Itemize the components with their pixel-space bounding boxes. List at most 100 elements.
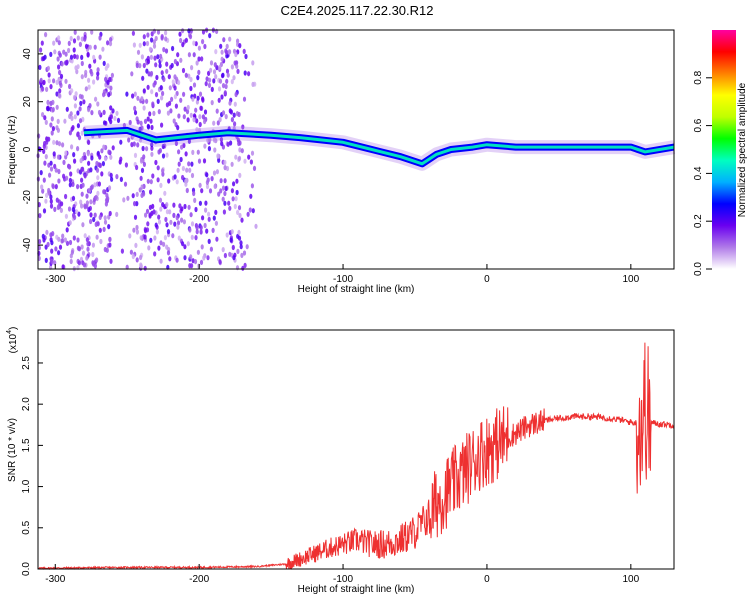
spectrogram-cell (52, 40, 56, 46)
spectrogram-cell (192, 190, 196, 197)
spectrogram-cell (181, 28, 185, 34)
spectrogram-cell (124, 162, 128, 168)
spectrogram-cell (79, 158, 83, 164)
spectrogram-cell (90, 29, 94, 35)
spectrogram-cell (199, 229, 203, 235)
spectrogram-cell (47, 78, 51, 84)
spectrogram-cell (49, 232, 53, 238)
spectrogram-cell (225, 49, 229, 56)
spectrogram-cell (223, 159, 227, 166)
spectrogram-cell (143, 118, 148, 124)
spectrogram-cell (69, 35, 73, 42)
spectrogram-cell (238, 43, 242, 49)
spectrogram-cell (190, 234, 194, 240)
spectrogram-cell (177, 79, 181, 86)
spectrogram-cell (80, 203, 84, 209)
spectrogram-cell (251, 81, 255, 87)
y-tick-label: 1.0 (21, 479, 32, 493)
spectrogram-cell (173, 74, 177, 80)
spectrogram-cell (135, 191, 139, 197)
spectrogram-cell (59, 73, 64, 79)
spectrogram-cell (80, 54, 84, 61)
spectrogram-cell (110, 72, 114, 78)
spectrogram-cell (87, 77, 91, 83)
spectrogram-cell (180, 217, 184, 223)
spectrogram-cell (179, 57, 183, 63)
spectrogram-cell (177, 149, 181, 155)
spectrogram-cell (236, 248, 240, 254)
spectrogram-cell (38, 239, 42, 245)
spectrogram-cell (76, 184, 80, 190)
spectrogram-cell (204, 207, 208, 213)
spectrogram-cell (175, 215, 179, 221)
colorbar-gradient (712, 30, 736, 269)
spectrogram-cell (100, 171, 104, 177)
spectrogram-cell (39, 77, 43, 83)
spectrogram-cell (161, 153, 166, 159)
spectrogram-cell (173, 85, 177, 91)
spectrogram-cell (138, 63, 142, 69)
spectrogram-cell (56, 204, 60, 211)
spectrogram-cell (44, 154, 48, 160)
spectrogram-cell (244, 53, 248, 60)
spectrogram-cell (39, 47, 43, 53)
spectrogram-cell (58, 52, 62, 58)
spectrogram-cell (88, 44, 92, 50)
spectrogram-cell (149, 118, 153, 124)
spectrogram-cell (228, 205, 232, 211)
spectrogram-cell (65, 175, 69, 181)
spectrogram-cell (174, 103, 178, 109)
y-tick-label: 0 (22, 146, 33, 152)
spectrogram-cell (220, 141, 224, 147)
spectrogram-cell (221, 247, 225, 253)
spectrogram-cell (140, 167, 145, 173)
spectrogram-cell (133, 110, 138, 116)
y-tick-label: -20 (22, 190, 33, 205)
spectrogram-cell (57, 93, 62, 99)
spectrogram-cell (142, 62, 146, 69)
spectrogram-cell (229, 109, 233, 115)
spectrogram-cell (68, 130, 72, 136)
spectrogram-cell (50, 116, 54, 122)
spectrogram-cell (80, 36, 84, 42)
spectrogram-cell (195, 229, 199, 235)
spectrogram-cell (186, 104, 190, 111)
spectrogram-cell (206, 255, 210, 261)
spectrogram-cell (135, 62, 139, 69)
spectrogram-cell (238, 147, 242, 153)
spectrogram-cell (44, 119, 48, 125)
spectrogram-cell (42, 237, 46, 243)
spectrogram-cell (96, 175, 100, 181)
spectrogram-cell (163, 190, 167, 196)
spectrogram-cell (138, 42, 142, 48)
y-tick-label: 1.5 (21, 438, 32, 452)
spectrogram-cell (72, 94, 77, 101)
spectrogram-cell (110, 176, 114, 182)
spectrogram-cell (162, 76, 166, 82)
spectrogram-cell (207, 216, 211, 222)
spectrogram-cell (143, 228, 148, 234)
spectrogram-cell (133, 201, 137, 207)
spectrogram-cell (49, 160, 53, 166)
spectrogram-cell (140, 192, 144, 198)
spectrogram-cell (219, 188, 223, 194)
spectrogram-cell (58, 69, 62, 76)
spectrogram-cell (186, 241, 190, 247)
spectrogram-cell (54, 184, 58, 190)
spectrogram-cell (189, 76, 193, 83)
spectrogram-cell (142, 154, 146, 160)
spectrogram-cell (210, 176, 214, 182)
spectrogram-cell (102, 92, 106, 98)
snr-y-label: SNR (10 * v/v) (7, 418, 18, 482)
spectrogram-cell (108, 41, 113, 47)
spectrogram-cell (152, 28, 156, 34)
spectrogram-cell (122, 122, 126, 129)
spectrogram-cell (146, 32, 150, 38)
spectrogram-cell (219, 43, 223, 49)
spectrogram-cell (199, 105, 203, 111)
spectrogram-cell (94, 194, 98, 200)
spectrogram-cell (187, 73, 191, 79)
spectrogram-cell (83, 36, 87, 42)
spectrogram-cell (207, 146, 211, 152)
spectrogram-cell (184, 72, 188, 78)
